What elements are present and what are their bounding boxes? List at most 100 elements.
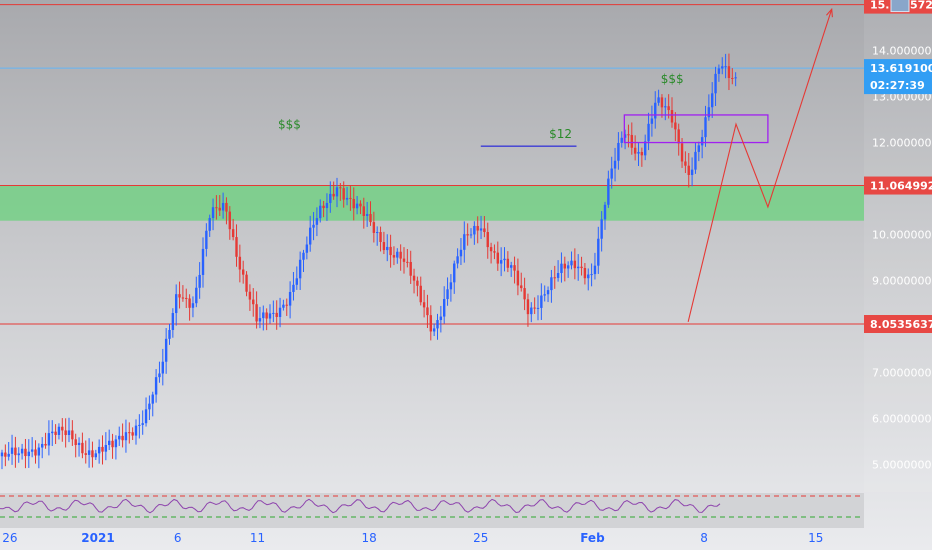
annotation-text: $$$ [661, 72, 684, 86]
candle-body [362, 206, 365, 216]
candle-body [402, 258, 406, 262]
candle-body [466, 234, 469, 236]
time-tick-label: Feb [580, 531, 605, 545]
candle-body [342, 188, 345, 200]
candle-body [144, 409, 148, 424]
price-tick-label: 9.00000000 [872, 274, 932, 287]
candle-body [87, 450, 91, 455]
candle-body [627, 134, 630, 136]
candle-body [272, 312, 275, 314]
candle-body [258, 318, 262, 322]
candle-body [469, 234, 473, 236]
candle-body [322, 205, 325, 209]
candle-body [590, 274, 593, 276]
candle-body [426, 307, 429, 316]
candle-body [453, 263, 456, 283]
candle-body [607, 178, 610, 205]
candle-body [479, 228, 483, 231]
candle-body [560, 263, 563, 274]
candle-body [707, 107, 711, 118]
candle-body [660, 97, 664, 108]
candle-body [0, 452, 4, 457]
candle-body [141, 423, 144, 425]
candle-body [456, 256, 459, 264]
price-axis[interactable] [864, 0, 932, 492]
candle-body [734, 77, 737, 79]
candle-body [476, 225, 479, 231]
candle-body [349, 197, 352, 199]
candle-body [319, 205, 322, 219]
candle-body [570, 260, 573, 266]
candle-body [647, 123, 650, 142]
candle-body [540, 295, 543, 308]
candle-body [704, 117, 707, 138]
candle-body [546, 290, 550, 295]
candle-body [623, 134, 627, 138]
candle-body [654, 102, 657, 119]
candle-body [47, 433, 51, 446]
candle-body [54, 431, 57, 435]
candle-body [587, 274, 590, 279]
candle-body [617, 142, 620, 161]
projection-arrowhead [826, 7, 833, 18]
candle-body [138, 424, 141, 426]
candle-body [97, 446, 101, 454]
candle-body [298, 259, 302, 279]
candle-body [61, 426, 64, 431]
candle-body [687, 165, 690, 175]
candle-body [231, 229, 235, 238]
candle-body [77, 442, 81, 446]
candle-body [34, 449, 37, 456]
candle-body [74, 439, 77, 446]
candle-body [104, 444, 108, 452]
candle-body [345, 197, 349, 200]
time-tick-label: 2021 [81, 531, 114, 545]
candle-body [486, 232, 489, 248]
candle-body [108, 440, 111, 445]
candle-body [215, 207, 218, 209]
candle-body [372, 222, 376, 233]
candle-body [245, 274, 248, 292]
price-badge [864, 176, 932, 195]
candle-body [657, 97, 660, 103]
candle-body [593, 265, 597, 275]
candle-body [191, 303, 195, 308]
candle-body [329, 193, 332, 203]
candle-body [305, 244, 309, 253]
candle-body [235, 237, 238, 257]
candle-body [121, 435, 124, 441]
candle-body [690, 169, 694, 175]
candle-body [510, 265, 513, 268]
candle-body [473, 225, 476, 235]
candle-body [419, 285, 422, 303]
candle-body [178, 294, 181, 298]
candle-body [443, 299, 446, 317]
candle-body [533, 307, 536, 309]
candle-body [694, 151, 697, 170]
range-box [623, 114, 769, 144]
candle-body [181, 297, 185, 299]
candle-body [499, 260, 503, 264]
candle-body [680, 143, 684, 162]
candle-body [566, 265, 570, 269]
candle-body [111, 440, 114, 448]
candle-body [238, 256, 242, 270]
candle-body [355, 203, 359, 209]
candle-body [17, 453, 20, 456]
candle-body [208, 218, 211, 231]
candle-body [171, 313, 175, 331]
candle-body [637, 151, 640, 154]
candle-body [201, 248, 205, 275]
candle-body [409, 261, 412, 276]
projection-path [687, 9, 833, 322]
candle-body [134, 425, 138, 436]
candle-body [630, 134, 633, 148]
candle-body [51, 431, 54, 434]
price-tick-label: 6.00000000 [872, 412, 932, 425]
candle-body [597, 238, 600, 266]
candle-body [81, 442, 84, 454]
candle-body [526, 299, 530, 315]
